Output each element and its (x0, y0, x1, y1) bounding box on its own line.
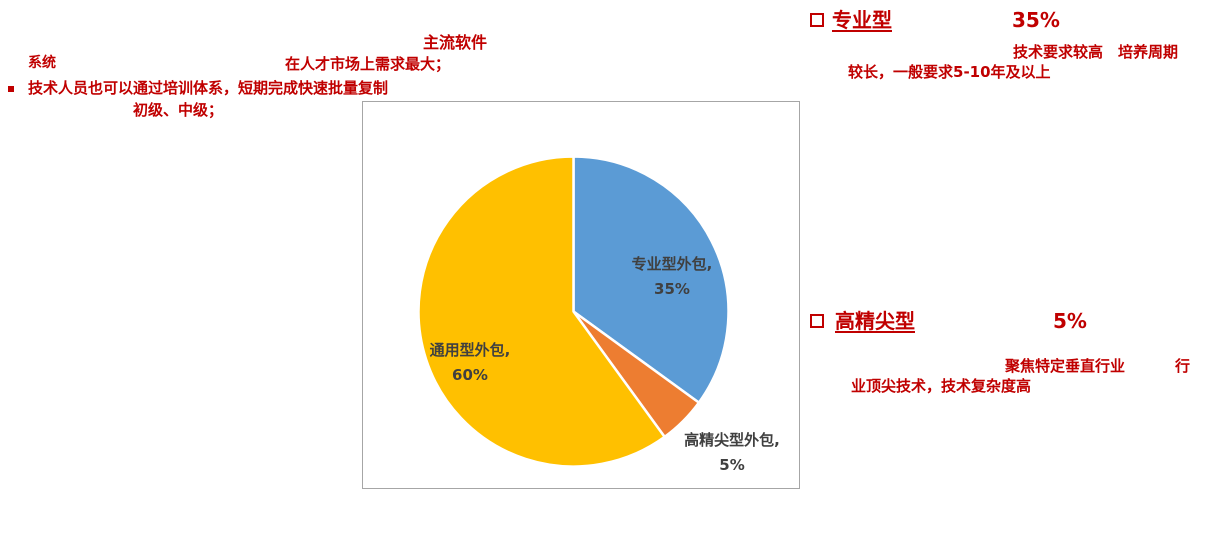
professional-detail-line2: 较长，一般要求5-10年及以上 (848, 63, 1051, 81)
pie-label-line: 5% (719, 456, 745, 474)
annotation-market-demand: 在人才市场上需求最大； (285, 55, 451, 73)
highend-percent: 5% (1053, 309, 1087, 333)
pie-label-line: 通用型外包, (429, 341, 511, 359)
professional-percent: 35% (1012, 8, 1060, 32)
pie-chart (417, 155, 730, 468)
pie-label-highend: 高精尖型外包, 5% (684, 428, 780, 478)
list-bullet-icon (8, 86, 14, 92)
pie-label-line: 35% (654, 280, 690, 298)
pie-label-line: 60% (452, 366, 488, 384)
annotation-levels-line: 初级、中级； (133, 101, 224, 119)
professional-title: 专业型 (832, 8, 892, 32)
chart-box: 专业型外包, 35% 通用型外包, 60% 高精尖型外包, 5% (362, 101, 800, 489)
professional-detail-line1a: 技术要求较高 (1013, 43, 1104, 61)
pie-slice-专业型外包 (572, 155, 730, 404)
professional-detail-line1b: 培养周期 (1118, 43, 1179, 61)
pie-label-general: 通用型外包, 60% (430, 338, 511, 388)
pie-label-professional: 专业型外包, 35% (632, 252, 713, 302)
highend-title: 高精尖型 (835, 309, 915, 333)
square-bullet-icon (810, 314, 824, 328)
pie-label-line: 高精尖型外包, (684, 431, 780, 449)
pie-label-line: 专业型外包, (631, 255, 713, 273)
annotation-system-fragment: 系统 (28, 55, 56, 71)
annotation-mainstream-software: 主流软件 (423, 33, 488, 52)
square-bullet-icon (810, 13, 824, 27)
annotation-training-line: 技术人员也可以通过培训体系，短期完成快速批量复制 (28, 79, 389, 97)
highend-detail-line1a: 聚焦特定垂直行业 (1005, 357, 1126, 375)
highend-detail-line1b: 行 (1175, 357, 1191, 375)
pie-slice-通用型外包 (417, 155, 666, 468)
highend-detail-line2: 业顶尖技术，技术复杂度高 (851, 377, 1032, 395)
